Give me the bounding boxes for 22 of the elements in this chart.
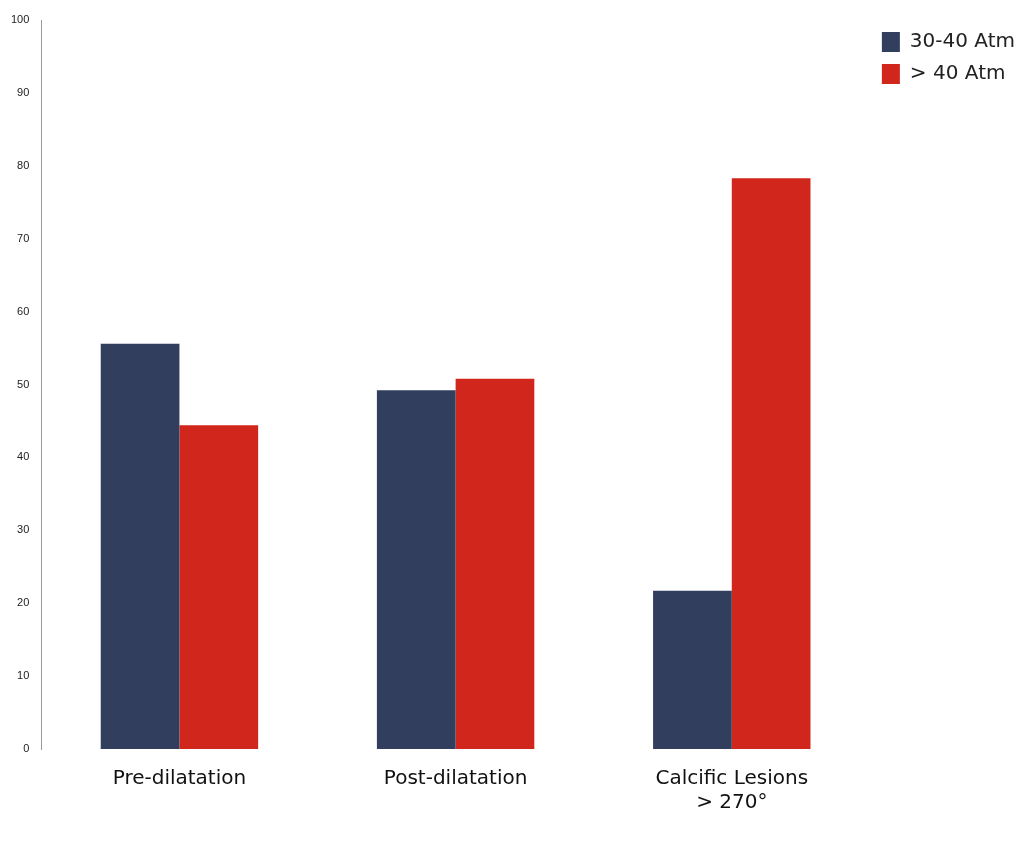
- bar: [653, 590, 732, 749]
- y-tick-label: 40: [17, 450, 30, 463]
- legend-label: 30-40 Atm: [909, 28, 1016, 53]
- y-tick-label: 50: [17, 377, 30, 390]
- y-tick-label: 60: [17, 304, 30, 317]
- bar: [376, 390, 456, 749]
- y-tick-label: 70: [17, 231, 30, 244]
- y-tick-label: 30: [17, 523, 30, 536]
- x-tick-label: Pre-dilatation: [112, 765, 247, 790]
- bar: [455, 378, 535, 749]
- x-tick-label: Post-dilatation: [383, 765, 528, 790]
- y-tick-label: 80: [17, 158, 30, 171]
- y-tick-label: 0: [23, 742, 30, 755]
- y-tick-label: 10: [17, 669, 30, 682]
- y-tick-label: 100: [10, 13, 30, 26]
- x-tick-label: Calcific Lesions > 270°: [655, 765, 809, 814]
- legend-label: > 40 Atm: [909, 60, 1006, 85]
- y-tick-label: 20: [17, 596, 30, 609]
- bar: [731, 178, 811, 749]
- bar: [100, 343, 180, 749]
- y-tick-label: 90: [17, 85, 30, 98]
- bar: [179, 425, 259, 749]
